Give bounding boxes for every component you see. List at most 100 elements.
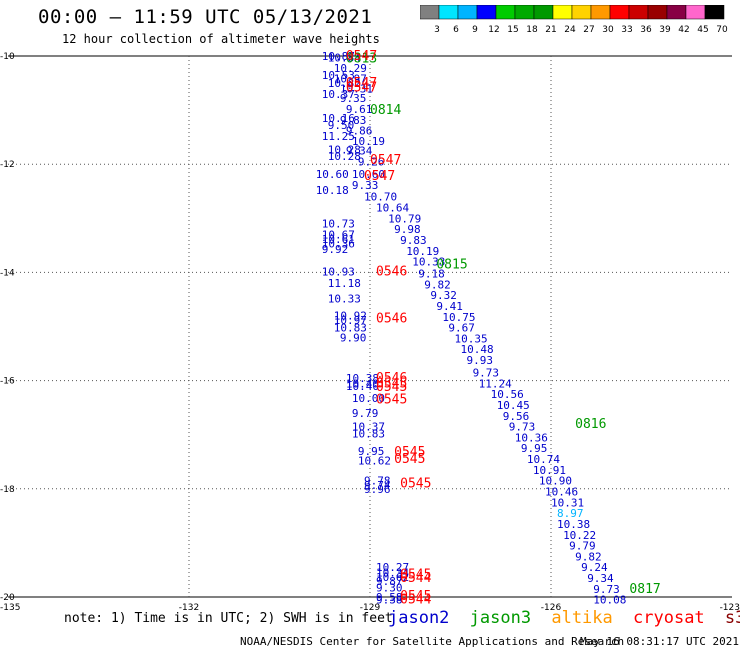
x-tick-label: -129 [360,603,381,610]
colorbar-label: 6 [453,25,459,35]
jason2-swh-point: 9.86 [346,125,373,138]
jason2-swh-point: 10.33 [328,292,361,305]
jason2-swh-point: 10.83 [352,428,385,441]
jason2-swh-point: 10.35 [454,332,487,345]
cryosat-track-time: 0545 [394,452,425,467]
jason2-swh-point: 10.97 [334,73,367,86]
jason2-swh-point: 10.19 [406,245,439,258]
jason2-swh-point: 9.95 [521,442,548,455]
jason2-swh-point: 10.79 [388,212,421,225]
jason2-swh-point: 9.83 [340,114,367,127]
cryosat-track-time: 0545 [400,476,431,491]
cryosat-track-time: 0546 [376,264,407,279]
cryosat-track-time: 0547 [346,80,377,95]
jason2-swh-point: 10.16 [322,112,355,125]
colorbar-label: 30 [602,25,614,35]
jason3-track-time: 0817 [629,582,660,597]
colorbar-label: 70 [716,25,728,35]
jason2-swh-point: 9.93 [467,354,494,367]
colorbar-label: 9 [472,25,478,35]
wave-height-plot: -135 -132 -129 -126 -123 -10 -12 -14 -16 -18 -20 10… [0,49,740,610]
jason2-swh-point: 10.40 [346,377,379,390]
jason2-swh-point: 9.30 [376,581,403,594]
jason2-swh-point: 10.48 [461,343,494,356]
jason2-swh-point: 9.24 [581,561,608,574]
jason2-swh-point: 9.98 [394,223,421,236]
y-tick-label: -12 [0,160,15,170]
jason2-swh-point: 9.73 [509,421,536,434]
footnote: note: 1) Time is in UTC; 2) SWH is in fe… [64,611,393,626]
colorbar-label: 3 [434,25,440,35]
jason2-swh-point: 10.29 [334,62,367,75]
x-tick-label: -132 [179,603,199,610]
jason2-swh-point: 9.83 [400,234,427,247]
jason2-swh-point: 10.60 [316,168,349,181]
jason2-swh-point: 10.40 [346,380,379,393]
cryosat-track-time: 0545 [400,589,431,604]
footer-timestamp: May 16 08:31:17 UTC 2021 [580,635,739,648]
jason2-swh-point: 9.67 [448,322,475,335]
jason2-swh-point: 10.90 [539,475,572,488]
jason3-track-time: 0816 [575,417,606,432]
colorbar-label: 36 [640,25,652,35]
colorbar-label: 39 [659,25,671,35]
jason3-track-time: 0813 [346,52,377,67]
jason2-swh-point: 10.60 [352,168,385,181]
jason2-swh-point: 9.95 [358,445,385,458]
cryosat-track-time: 0544 [400,571,431,586]
colorbar-swatch [704,5,725,20]
y-tick-label: -18 [0,485,15,495]
colorbar-label: 42 [678,25,689,35]
jason2-swh-point: 10.56 [491,388,524,401]
jason2-swh-point: 10.75 [442,311,475,324]
jason2-swh-point: 11.25 [322,130,355,143]
jason2-swh-point: 9.56 [503,410,530,423]
jason2-swh-point: 10.84 [328,52,361,65]
cryosat-track-time: 0547 [346,49,377,64]
jason3-track-time: 0815 [436,257,467,272]
jason2-swh-point: 9.73 [593,583,620,596]
jason2-swh-point: 10.45 [497,399,530,412]
jason2-swh-point: 10.31 [551,496,584,509]
cryosat-track-time: 0547 [364,169,395,184]
colorbar-label: 15 [507,25,518,35]
jason2-swh-point: 9.74 [364,479,391,492]
jason2-swh-point: 9.73 [473,366,500,379]
cryosat-track-time: 0544 [400,593,431,608]
jason2-swh-point: 10.31 [340,82,373,95]
legend-jason2: jason2 [388,608,450,628]
jason2-swh-point: 10.22 [563,529,596,542]
cryosat-track-time: 0547 [346,76,377,91]
jason2-swh-point: 10.00 [352,392,385,405]
jason2-swh-point: 10.18 [316,184,349,197]
jason2-swh-point: 9.90 [340,331,367,344]
jason2-swh-point: 9.18 [418,267,445,280]
jason2-swh-point: 9.34 [346,145,373,158]
cryosat-track-time: 0545 [376,376,407,391]
jason2-swh-point: 9.38 [376,594,403,607]
jason2-swh-point: 9.78 [364,475,391,488]
jason3-track-time: 0814 [370,103,401,118]
y-tick-label: -14 [0,268,15,278]
jason2-swh-point: 10.70 [364,191,397,204]
jason2-swh-point: 10.82 [328,77,361,90]
jason2-swh-point: 10.97 [334,314,367,327]
cryosat-track-time: 0545 [400,567,431,582]
cryosat-track-time: 0545 [376,380,407,395]
legend-cryosat: cryosat [633,608,705,628]
colorbar-label: 12 [488,25,499,35]
jason2-swh-point: 10.62 [376,571,409,584]
legend-s3a: s3a [724,608,740,628]
jason2-swh-point: 9.79 [352,407,379,420]
jason2-swh-point: 9.79 [569,540,596,553]
jason2-swh-point: 9.41 [436,300,463,313]
jason2-swh-point: 10.34 [376,567,409,580]
jason2-swh-point: 9.82 [424,278,451,291]
jason2-swh-point: 10.83 [334,322,367,335]
jason2-swh-point: 9.87 [376,575,403,588]
colorbar-label: 27 [583,25,594,35]
cryosat-track-time: 0545 [394,445,425,460]
jason2-swh-point: 10.19 [352,135,385,148]
legend-jason3: jason3 [469,608,532,628]
jason2-swh-point: 10.67 [322,229,355,242]
